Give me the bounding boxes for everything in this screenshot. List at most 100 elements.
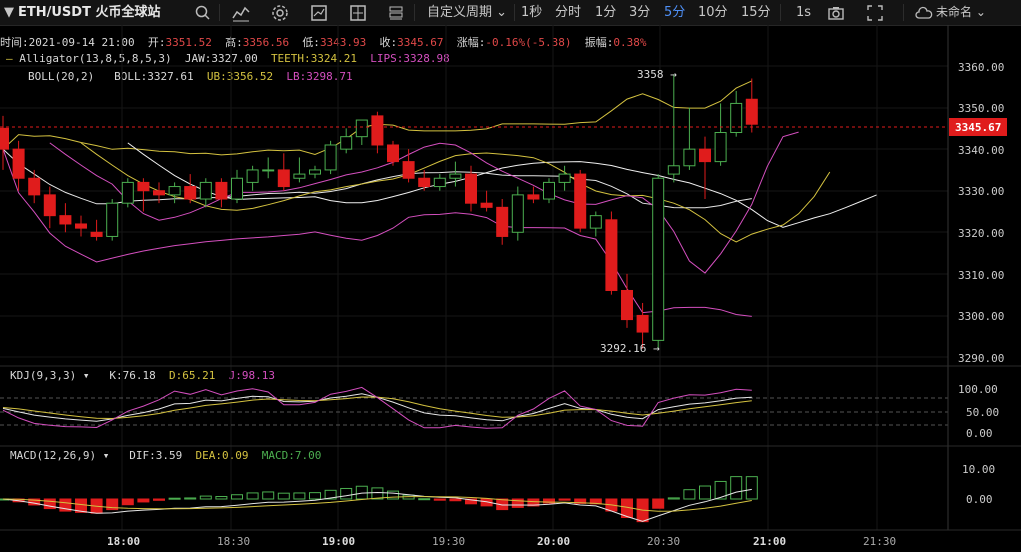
stack-icon[interactable]	[387, 4, 405, 22]
candle-body	[527, 194, 540, 200]
candle-body	[730, 102, 743, 134]
boll-legend: BOLL(20,2) BOLL:3327.61 UB:3356.52 LB:32…	[28, 70, 353, 83]
candle-body	[90, 231, 103, 237]
alligator-jaw-line	[127, 142, 877, 228]
price-tick: 3300.00	[958, 310, 1004, 323]
macd-bar	[527, 498, 540, 507]
candle-body	[652, 177, 665, 341]
kdj-pane	[2, 386, 752, 429]
macd-bar	[43, 498, 56, 510]
price-tick: 3290.00	[958, 352, 1004, 365]
kdj-tick: 100.00	[958, 383, 998, 396]
chart-grid	[0, 25, 948, 530]
candle-body	[231, 177, 243, 200]
dropdown-arrow-icon[interactable]: ▼	[4, 5, 14, 20]
candle-body	[199, 181, 212, 200]
macd-bar	[699, 485, 711, 500]
price-tick: 3330.00	[958, 185, 1004, 198]
top-toolbar: ▼ ETH/USDT 火币全球站 自定义周期 ⌄ 1秒 分时 1分 3分 5分 …	[0, 0, 1021, 26]
interval-seconds[interactable]: 1s	[796, 5, 812, 20]
candle-body	[574, 173, 587, 229]
macd-dif-line	[2, 488, 752, 522]
candle-body	[465, 173, 477, 204]
camera-icon[interactable]	[827, 4, 845, 22]
macd-bar	[262, 491, 275, 500]
macd-bar	[543, 498, 555, 504]
interval-5m[interactable]: 5分	[664, 5, 686, 20]
search-icon[interactable]	[194, 4, 212, 22]
macd-bar	[511, 498, 524, 508]
macd-bar	[371, 487, 384, 500]
candle-body	[75, 223, 87, 229]
custom-period-menu[interactable]: 自定义周期 ⌄	[427, 5, 508, 20]
min-price-marker: 3292.16 →	[600, 342, 660, 355]
candle-body	[605, 219, 618, 291]
price-tick: 3320.00	[958, 227, 1004, 240]
macd-bar	[106, 498, 119, 511]
interval-1m[interactable]: 1分	[595, 5, 617, 20]
macd-bar	[465, 498, 477, 505]
time-tick: 21:30	[863, 535, 896, 548]
candle-body	[184, 186, 197, 200]
alligator-legend: — Alligator(13,8,5,8,5,3) JAW:3327.00 TE…	[6, 52, 450, 65]
candle-body	[215, 181, 228, 200]
macd-bar	[340, 487, 353, 500]
interval-1s[interactable]: 1秒	[521, 5, 543, 20]
candle-body	[246, 169, 259, 183]
candle-body	[340, 136, 353, 150]
ohlc-info-row: 时间:2021-09-14 21:00 开:3351.52 高:3356.56 …	[0, 36, 647, 49]
max-price-marker: 3358 →	[637, 68, 677, 81]
candle-body	[137, 181, 150, 192]
candle-body	[402, 161, 415, 179]
price-tick: 3340.00	[958, 144, 1004, 157]
macd-bar	[449, 498, 462, 502]
macd-bar	[75, 498, 87, 513]
price-tick: 3310.00	[958, 269, 1004, 282]
template-icon[interactable]	[310, 4, 328, 22]
interval-3m[interactable]: 3分	[629, 5, 651, 20]
macd-bar	[215, 495, 228, 500]
candle-body	[121, 181, 134, 204]
macd-dea-line	[2, 496, 752, 512]
candle-body	[355, 119, 368, 138]
macd-bar	[231, 494, 243, 500]
interval-timeshare[interactable]: 分时	[555, 5, 582, 20]
macd-bar	[199, 495, 212, 500]
fullscreen-icon[interactable]	[866, 4, 884, 22]
macd-bar	[558, 498, 571, 501]
layout-name-menu[interactable]: 未命名 ⌄	[936, 5, 986, 19]
gear-icon[interactable]	[271, 4, 289, 22]
candle-body	[480, 202, 493, 208]
time-tick: 21:00	[753, 535, 786, 548]
cloud-icon[interactable]	[915, 4, 933, 22]
macd-bar	[667, 497, 680, 500]
indicator-chart-icon[interactable]	[232, 4, 250, 22]
macd-bar	[730, 476, 743, 500]
compare-icon[interactable]	[349, 4, 367, 22]
macd-bar	[714, 480, 727, 500]
kdj-tick: 50.00	[966, 406, 999, 419]
macd-bar	[324, 489, 337, 500]
candle-body	[714, 132, 727, 163]
time-tick: 18:00	[107, 535, 140, 548]
candle-body	[636, 314, 649, 333]
candle-body	[621, 289, 633, 321]
candlesticks	[0, 74, 758, 349]
candle-body	[745, 98, 758, 125]
macd-bar	[246, 492, 259, 500]
candle-body	[106, 202, 119, 237]
macd-bar	[309, 492, 321, 500]
macd-bar	[652, 498, 665, 509]
kdj-tick: 0.00	[966, 427, 993, 440]
candle-body	[277, 169, 290, 188]
candle-body	[168, 186, 181, 196]
macd-bar	[59, 498, 72, 512]
interval-10m[interactable]: 10分	[698, 5, 728, 20]
time-tick: 19:00	[322, 535, 355, 548]
symbol-title[interactable]: ETH/USDT 火币全球站	[18, 5, 161, 20]
interval-15m[interactable]: 15分	[741, 5, 771, 20]
macd-pane	[0, 476, 758, 523]
macd-bar	[745, 476, 758, 500]
current-price-badge	[949, 118, 1007, 136]
